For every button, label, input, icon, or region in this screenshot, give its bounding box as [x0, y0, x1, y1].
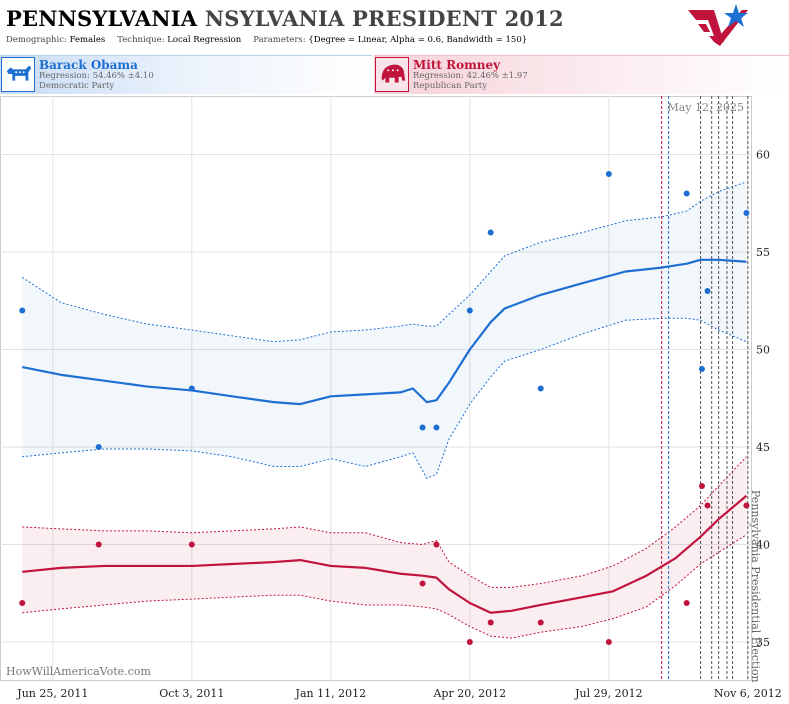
x-tick-label: Oct 3, 2011	[159, 687, 224, 700]
plot-area	[0, 96, 752, 681]
chart-title: PENNSYLVANIA NSYLVANIA PRESIDENT 2012	[6, 6, 564, 31]
poll-point	[188, 541, 195, 548]
donkey-icon	[1, 57, 35, 92]
poll-point	[466, 307, 473, 314]
demographic-value: Females	[69, 35, 106, 45]
poll-point	[683, 190, 690, 197]
confidence-band	[22, 456, 747, 639]
title-part-2: NSYLVANIA PRESIDENT 2012	[204, 6, 564, 31]
confidence-upper-line	[21, 181, 747, 343]
title-part-1: PENNSYLVANIA	[6, 6, 198, 31]
y-tick-label: 45	[756, 441, 770, 454]
poll-point	[95, 541, 102, 548]
poll-point	[537, 619, 544, 626]
confidence-upper-line	[22, 456, 747, 588]
confidence-lower-line	[22, 534, 747, 639]
technique-label: Technique:	[117, 35, 165, 45]
star-flag-logo-icon	[688, 4, 748, 46]
y-tick-label: 55	[756, 246, 770, 259]
candidate-romney: Mitt Romney Regression: 42.46% ±1.97 Rep…	[374, 55, 789, 94]
watermark: HowWillAmericaVote.com	[6, 665, 151, 678]
poll-point	[433, 424, 440, 431]
poll-point	[487, 619, 494, 626]
candidate-regression: Regression: 42.46% ±1.97	[413, 71, 528, 81]
poll-point	[19, 600, 26, 606]
poll-point	[419, 580, 426, 587]
poll-point	[704, 502, 711, 509]
current-date-label: May 12, 2025	[667, 101, 744, 114]
poll-point	[188, 385, 195, 392]
poll-point	[95, 444, 102, 450]
chart-parameters: Demographic: Females Technique: Local Reg…	[6, 35, 527, 45]
poll-point	[698, 366, 705, 372]
y-tick-label: 50	[756, 344, 770, 357]
candidate-party: Democratic Party	[39, 81, 115, 91]
poll-point	[19, 307, 26, 314]
poll-point	[743, 210, 750, 216]
demographic-label: Demographic:	[6, 35, 67, 45]
y-tick-label: 35	[756, 636, 770, 649]
trend-line	[22, 494, 748, 614]
x-tick-label: Apr 20, 2012	[432, 687, 506, 700]
poll-point	[605, 639, 612, 645]
candidate-regression: Regression: 54.46% ±4.10	[39, 71, 154, 81]
chart-header: PENNSYLVANIA NSYLVANIA PRESIDENT 2012 De…	[0, 0, 789, 52]
poll-point	[683, 600, 690, 606]
elephant-icon	[375, 57, 409, 92]
poll-point	[605, 171, 612, 177]
confidence-lower-line	[22, 317, 747, 479]
y-tick-label: 60	[756, 149, 770, 162]
poll-point	[537, 385, 544, 392]
candidate-name: Barack Obama	[39, 58, 138, 72]
parameters-label: Parameters:	[253, 35, 306, 45]
y-tick-label: 40	[756, 539, 770, 552]
x-tick-label: Jan 11, 2012	[295, 687, 367, 700]
x-tick-label: Nov 6, 2012	[714, 687, 782, 700]
poll-point	[704, 288, 711, 294]
poll-chart: 35 40 45 50 55 60 Jun 25, 2011 Oct 3, 2011 Jan 1…	[0, 96, 782, 700]
x-tick-label: Jul 29, 2012	[574, 687, 643, 700]
candidate-name: Mitt Romney	[413, 58, 501, 72]
confidence-band	[22, 181, 747, 479]
parameters-value: {Degree = Linear, Alpha = 0.6, Bandwidth…	[308, 35, 528, 45]
candidate-obama: Barack Obama Regression: 54.46% ±4.10 De…	[0, 55, 372, 94]
election-label: Pennsylvania Presidential Election	[749, 490, 762, 683]
poll-point	[466, 639, 473, 645]
poll-point	[487, 229, 494, 236]
technique-value: Local Regression	[167, 35, 242, 45]
candidate-party: Republican Party	[413, 81, 487, 91]
poll-point	[433, 541, 440, 548]
trend-line	[22, 258, 747, 406]
poll-point	[419, 424, 426, 431]
x-tick-label: Jun 25, 2011	[16, 687, 88, 700]
poll-point	[698, 483, 705, 489]
poll-point	[743, 502, 750, 509]
